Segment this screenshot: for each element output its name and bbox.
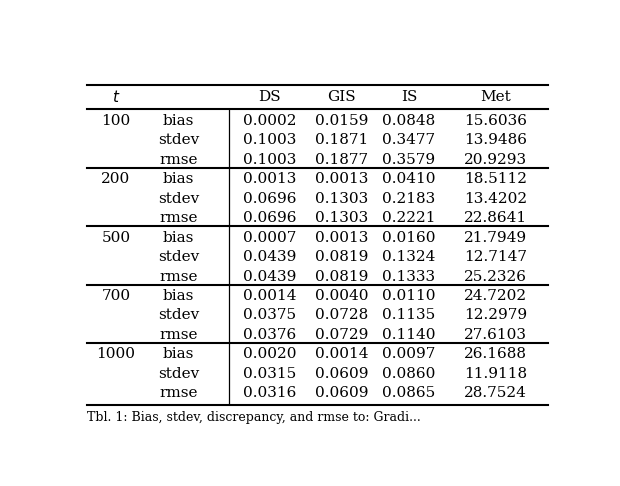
Text: 0.0848: 0.0848 — [383, 114, 436, 128]
Text: 500: 500 — [102, 231, 130, 244]
Text: rmse: rmse — [159, 153, 198, 167]
Text: 0.0013: 0.0013 — [243, 172, 296, 186]
Text: 0.0159: 0.0159 — [315, 114, 368, 128]
Text: 27.6103: 27.6103 — [464, 328, 527, 342]
Text: 15.6036: 15.6036 — [464, 114, 527, 128]
Text: rmse: rmse — [159, 270, 198, 283]
Text: 0.0007: 0.0007 — [243, 231, 296, 244]
Text: 0.2221: 0.2221 — [383, 211, 436, 225]
Text: 12.2979: 12.2979 — [464, 309, 527, 323]
Text: 0.0014: 0.0014 — [243, 289, 296, 303]
Text: rmse: rmse — [159, 328, 198, 342]
Text: 1000: 1000 — [97, 347, 135, 362]
Text: bias: bias — [162, 172, 194, 186]
Text: 0.0819: 0.0819 — [315, 270, 368, 283]
Text: 26.1688: 26.1688 — [464, 347, 527, 362]
Text: 24.7202: 24.7202 — [464, 289, 527, 303]
Text: Tbl. 1: Bias, stdev, discrepancy, and rmse to: Gradi...: Tbl. 1: Bias, stdev, discrepancy, and rm… — [87, 411, 421, 424]
Text: 0.0696: 0.0696 — [243, 211, 296, 225]
Text: 12.7147: 12.7147 — [464, 250, 527, 264]
Text: 0.0439: 0.0439 — [243, 270, 296, 283]
Text: stdev: stdev — [157, 367, 199, 381]
Text: 0.0110: 0.0110 — [383, 289, 436, 303]
Text: 0.0376: 0.0376 — [243, 328, 296, 342]
Text: 0.0097: 0.0097 — [383, 347, 436, 362]
Text: IS: IS — [401, 90, 417, 104]
Text: 0.0865: 0.0865 — [383, 386, 436, 400]
Text: 0.1135: 0.1135 — [383, 309, 436, 323]
Text: bias: bias — [162, 347, 194, 362]
Text: 21.7949: 21.7949 — [464, 231, 527, 244]
Text: 0.2183: 0.2183 — [383, 192, 436, 206]
Text: 0.1140: 0.1140 — [383, 328, 436, 342]
Text: $t$: $t$ — [112, 89, 120, 105]
Text: 25.2326: 25.2326 — [464, 270, 527, 283]
Text: 200: 200 — [101, 172, 131, 186]
Text: bias: bias — [162, 114, 194, 128]
Text: 0.3477: 0.3477 — [383, 133, 436, 147]
Text: stdev: stdev — [157, 192, 199, 206]
Text: 0.0160: 0.0160 — [383, 231, 436, 244]
Text: 700: 700 — [102, 289, 130, 303]
Text: 0.0439: 0.0439 — [243, 250, 296, 264]
Text: 22.8641: 22.8641 — [464, 211, 527, 225]
Text: 0.0728: 0.0728 — [315, 309, 368, 323]
Text: 0.3579: 0.3579 — [383, 153, 436, 167]
Text: stdev: stdev — [157, 133, 199, 147]
Text: 0.1003: 0.1003 — [243, 133, 296, 147]
Text: 0.0013: 0.0013 — [315, 231, 368, 244]
Text: 100: 100 — [101, 114, 131, 128]
Text: rmse: rmse — [159, 386, 198, 400]
Text: stdev: stdev — [157, 250, 199, 264]
Text: DS: DS — [259, 90, 281, 104]
Text: 0.0020: 0.0020 — [243, 347, 296, 362]
Text: 0.1333: 0.1333 — [383, 270, 436, 283]
Text: 0.0014: 0.0014 — [315, 347, 368, 362]
Text: 13.9486: 13.9486 — [464, 133, 527, 147]
Text: 0.0696: 0.0696 — [243, 192, 296, 206]
Text: 0.0315: 0.0315 — [243, 367, 296, 381]
Text: 0.1003: 0.1003 — [243, 153, 296, 167]
Text: 0.0729: 0.0729 — [315, 328, 368, 342]
Text: 18.5112: 18.5112 — [464, 172, 527, 186]
Text: stdev: stdev — [157, 309, 199, 323]
Text: bias: bias — [162, 231, 194, 244]
Text: bias: bias — [162, 289, 194, 303]
Text: 20.9293: 20.9293 — [464, 153, 527, 167]
Text: 0.0609: 0.0609 — [315, 367, 368, 381]
Text: 0.0013: 0.0013 — [315, 172, 368, 186]
Text: 0.0316: 0.0316 — [243, 386, 296, 400]
Text: 0.1877: 0.1877 — [315, 153, 368, 167]
Text: 28.7524: 28.7524 — [464, 386, 527, 400]
Text: 0.0040: 0.0040 — [315, 289, 368, 303]
Text: 0.1303: 0.1303 — [315, 192, 368, 206]
Text: 0.1324: 0.1324 — [383, 250, 436, 264]
Text: 0.0002: 0.0002 — [243, 114, 296, 128]
Text: 0.1871: 0.1871 — [315, 133, 368, 147]
Text: 0.0860: 0.0860 — [383, 367, 436, 381]
Text: GIS: GIS — [327, 90, 356, 104]
Text: 0.0410: 0.0410 — [383, 172, 436, 186]
Text: 11.9118: 11.9118 — [464, 367, 527, 381]
Text: 0.0375: 0.0375 — [243, 309, 296, 323]
Text: 13.4202: 13.4202 — [464, 192, 527, 206]
Text: 0.0819: 0.0819 — [315, 250, 368, 264]
Text: Met: Met — [480, 90, 511, 104]
Text: 0.1303: 0.1303 — [315, 211, 368, 225]
Text: 0.0609: 0.0609 — [315, 386, 368, 400]
Text: rmse: rmse — [159, 211, 198, 225]
